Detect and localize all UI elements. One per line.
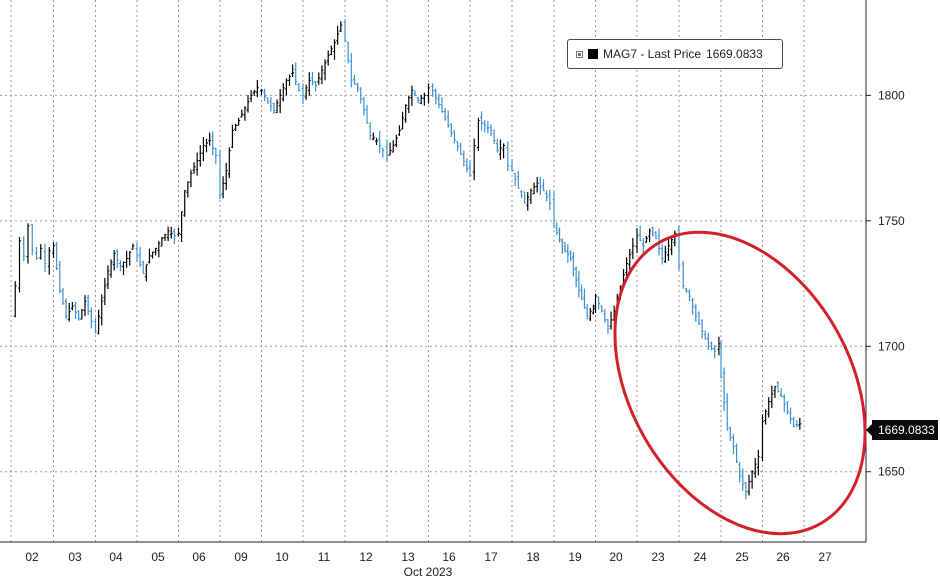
- x-tick-label: 19: [568, 550, 582, 564]
- x-tick-label: 17: [484, 550, 498, 564]
- x-tick-label: 24: [693, 550, 707, 564]
- x-tick-label: 25: [735, 550, 749, 564]
- x-tick-label: 10: [275, 550, 289, 564]
- x-tick-label: 04: [109, 550, 123, 564]
- x-axis-label: Oct 2023: [404, 565, 453, 579]
- x-tick-label: 26: [776, 550, 790, 564]
- legend-series-name: MAG7 - Last Price: [603, 47, 702, 61]
- legend-series-value: 1669.0833: [706, 47, 763, 61]
- x-tick-label: 13: [401, 550, 415, 564]
- last-price-label: 1669.0833: [866, 420, 938, 440]
- y-tick-label: 1800: [878, 88, 905, 102]
- legend: MAG7 - Last Price 1669.0833: [567, 39, 783, 69]
- y-tick-label: 1650: [878, 465, 905, 479]
- x-tick-labels: 02 03 04 05 06 09 10 11 12 13 16 17 18 19 20 23 24 25 26 27: [25, 550, 832, 564]
- price-bars: [13, 19, 802, 500]
- x-tick-label: 06: [192, 550, 206, 564]
- x-tick-label: 16: [442, 550, 456, 564]
- x-tick-label: 11: [318, 550, 331, 564]
- x-tick-label: 05: [151, 550, 165, 564]
- x-tick-label: 23: [651, 550, 665, 564]
- x-tick-label: 09: [234, 550, 248, 564]
- x-tick-label: 02: [25, 550, 39, 564]
- y-tick-labels: 1650 1700 1750 1800: [866, 88, 905, 479]
- y-tick-label: 1700: [878, 339, 905, 353]
- x-tick-label: 27: [818, 550, 832, 564]
- y-tick-label: 1750: [878, 214, 905, 228]
- x-tick-label: 18: [526, 550, 540, 564]
- x-tick-label: 20: [609, 550, 623, 564]
- legend-swatch: [588, 49, 598, 59]
- axes: [0, 0, 867, 543]
- highlight-ellipse: [613, 230, 867, 536]
- x-tick-label: 03: [68, 550, 82, 564]
- x-tick-label: 12: [359, 550, 373, 564]
- legend-expand-icon: [576, 50, 583, 58]
